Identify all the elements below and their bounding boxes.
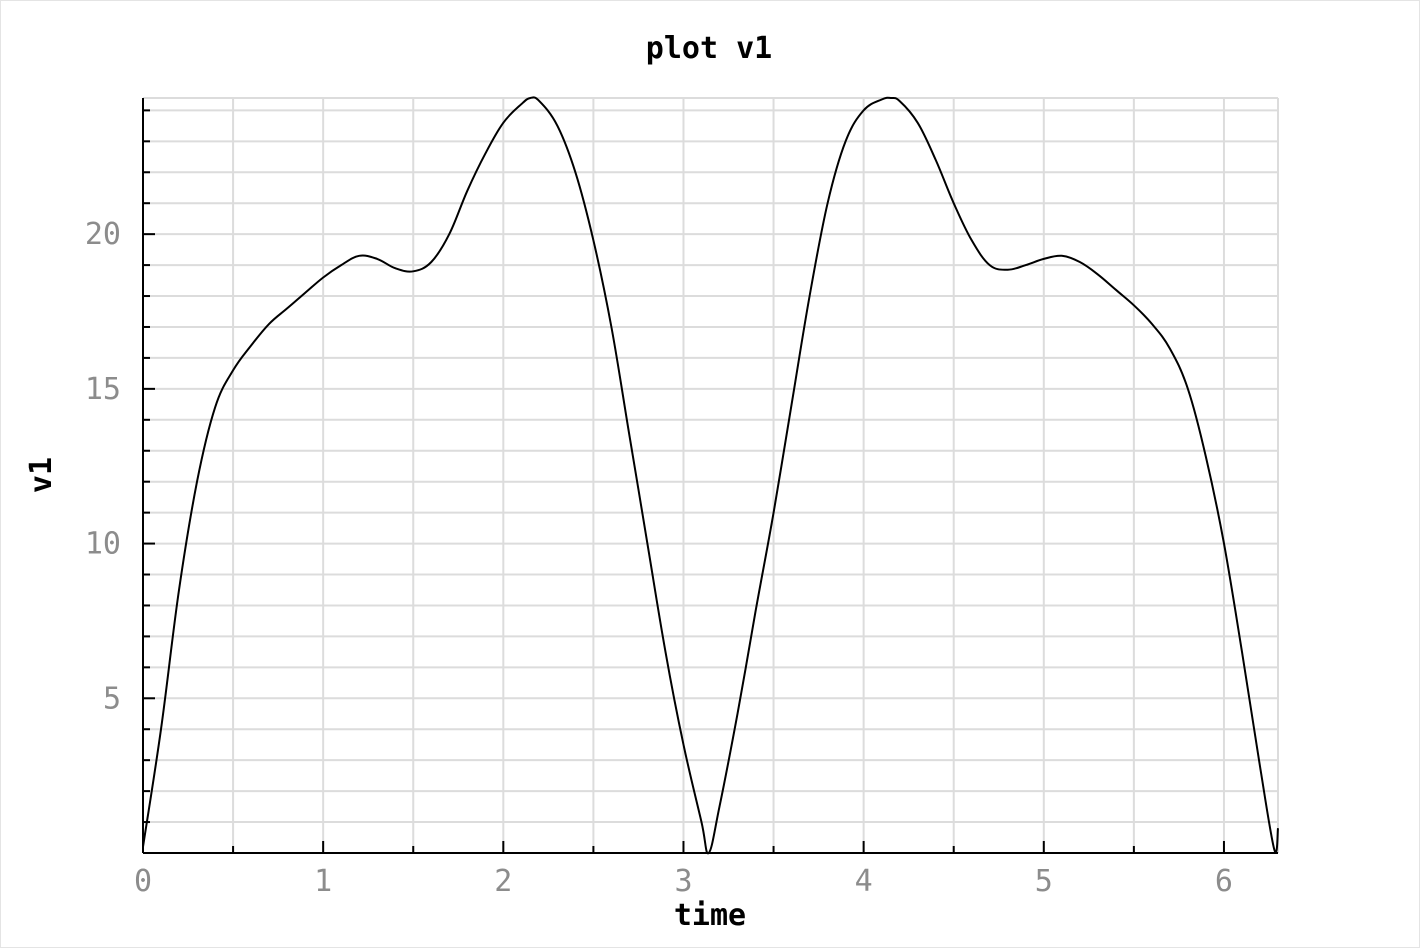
- x-tick-label: 2: [494, 864, 512, 899]
- x-tick-label: 1: [314, 864, 332, 899]
- series-line-1: [142, 96, 1279, 855]
- chart-title: plot v1: [646, 31, 772, 66]
- axis-ticks: [142, 98, 1278, 854]
- x-tick-labels: 0 1 2 3 4 5 6: [134, 864, 1233, 899]
- series-layer: [142, 96, 1279, 855]
- y-tick-label: 20: [85, 217, 121, 252]
- y-tick-label: 5: [103, 681, 121, 716]
- y-axis-label: v1: [24, 457, 59, 493]
- grid: [142, 97, 1279, 853]
- x-tick-label: 6: [1215, 864, 1233, 899]
- x-axis-label: time: [674, 898, 746, 933]
- x-tick-label: 0: [134, 864, 152, 899]
- y-tick-label: 10: [85, 527, 121, 562]
- y-tick-label: 15: [85, 372, 121, 407]
- y-tick-labels: 5 10 15 20: [85, 217, 121, 716]
- x-tick-label: 5: [1035, 864, 1053, 899]
- x-tick-label: 4: [855, 864, 873, 899]
- x-tick-label: 3: [674, 864, 692, 899]
